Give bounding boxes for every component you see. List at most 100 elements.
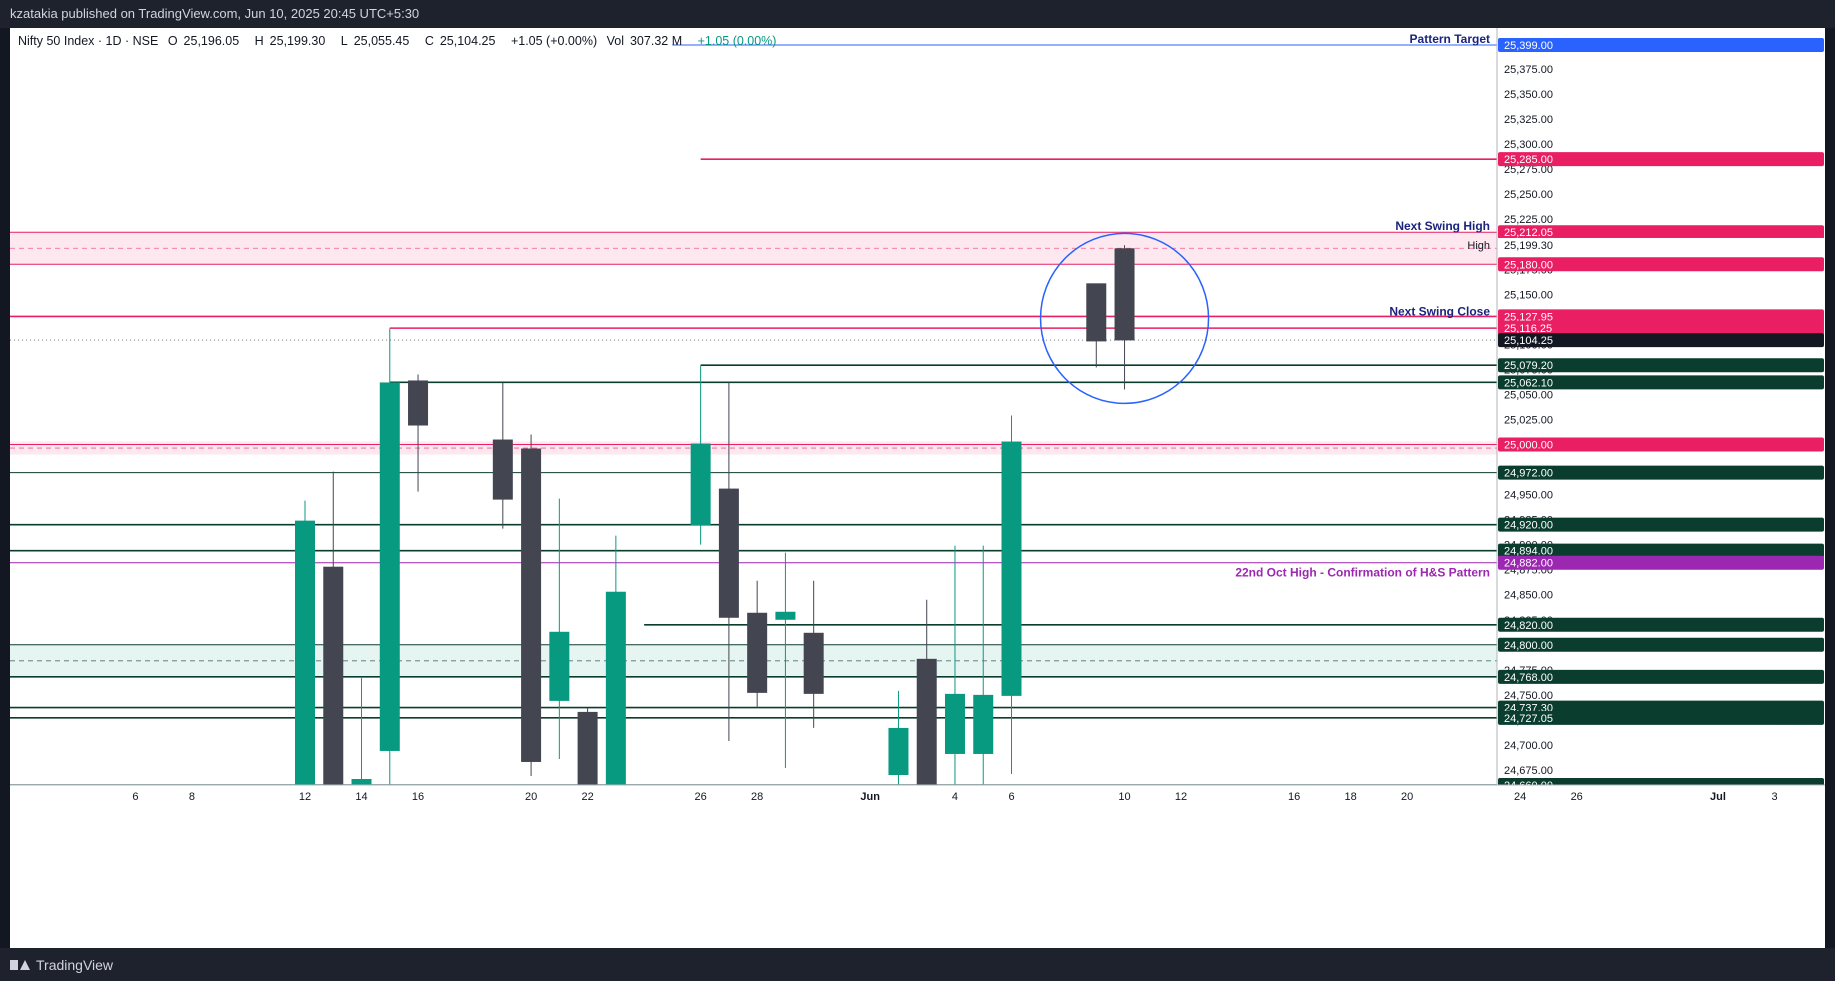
annotation-label: Next Swing High	[1395, 219, 1490, 233]
candle-body	[379, 382, 400, 751]
high-marker-label: High	[1467, 240, 1490, 252]
price-tag	[1498, 555, 1824, 570]
price-tag-label: 25,079.20	[1504, 360, 1553, 372]
price-tag	[1498, 637, 1824, 652]
price-tick-label: 25,275.00	[1504, 164, 1553, 176]
time-tick-label: 4	[952, 791, 958, 803]
annotations-layer: Pattern Target Next Swing High Next Swing …	[1235, 32, 1490, 580]
brand-name: TradingView	[36, 957, 114, 973]
price-tag	[1498, 543, 1824, 558]
time-tick-label: 26	[695, 791, 707, 803]
price-tag-label: 25,104.25	[1504, 335, 1553, 347]
price-tag	[1498, 333, 1824, 348]
price-tag	[1498, 152, 1824, 167]
publish-header: kzatakia published on TradingView.com, J…	[0, 0, 1835, 28]
candle-body	[944, 693, 965, 754]
open-label: O	[167, 34, 178, 48]
time-tick-label: 12	[1175, 791, 1187, 803]
price-tag-label: 25,000.00	[1504, 440, 1553, 452]
high-tag-label: 25,199.30	[1504, 240, 1553, 252]
price-tag-label: 25,127.95	[1504, 311, 1553, 323]
price-tick-label: 25,225.00	[1504, 214, 1553, 226]
low-value: 25,055.45	[353, 34, 410, 48]
price-tick-label: 25,300.00	[1504, 139, 1553, 151]
zones-layer	[10, 232, 1497, 677]
time-tick-label: 3	[1771, 791, 1777, 803]
price-tag	[1498, 321, 1824, 336]
levels-layer	[10, 44, 1497, 786]
highlight-circle	[1039, 232, 1210, 405]
annotation-label: Next Swing Close	[1389, 304, 1490, 318]
price-tag-label: 24,894.00	[1504, 546, 1553, 558]
price-tag	[1498, 358, 1824, 373]
time-tick-label: Jul	[1710, 791, 1726, 803]
high-tag	[1498, 237, 1824, 252]
time-tick-label: 16	[1288, 791, 1300, 803]
price-tick-label: 24,675.00	[1504, 765, 1553, 777]
price-tag	[1498, 225, 1824, 240]
time-tick-label: 20	[525, 791, 537, 803]
volume-change: +1.05 (0.00%)	[697, 34, 777, 48]
price-tick-label: 25,150.00	[1504, 289, 1553, 301]
annotation-label: 22nd Oct High - Confirmation of H&S Patt…	[1235, 566, 1490, 580]
price-tag	[1498, 257, 1824, 272]
price-tag-label: 24,800.00	[1504, 640, 1553, 652]
time-tick-label: 14	[355, 791, 367, 803]
time-tick-label: 16	[412, 791, 424, 803]
candle-body	[549, 631, 570, 701]
time-tick-label: 20	[1401, 791, 1413, 803]
high-value: 25,199.30	[269, 34, 326, 48]
price-tick-label: 24,700.00	[1504, 740, 1553, 752]
candle-body	[1001, 441, 1022, 696]
time-tick-label: 6	[1008, 791, 1014, 803]
close-value: 25,104.25	[439, 34, 496, 48]
change-value: +1.05 (+0.00%)	[510, 34, 598, 48]
price-tag-label: 25,116.25	[1504, 323, 1552, 335]
candle-body	[803, 632, 824, 694]
price-tick-label: 25,375.00	[1504, 64, 1553, 76]
time-tick-label: 8	[189, 791, 195, 803]
candle-body	[408, 380, 429, 426]
footer-bar: TradingView	[0, 948, 1835, 981]
price-tag-label: 25,285.00	[1504, 154, 1553, 166]
price-tick-label: 25,050.00	[1504, 389, 1553, 401]
price-tag-label: 24,882.00	[1504, 558, 1553, 570]
time-tick-label: 10	[1118, 791, 1130, 803]
time-tick-label: 28	[751, 791, 763, 803]
price-tick-label: 24,950.00	[1504, 490, 1553, 502]
time-axis-bg	[10, 785, 1825, 948]
price-tag	[1498, 375, 1824, 390]
price-tag-label: 24,972.00	[1504, 468, 1553, 480]
price-tag	[1498, 309, 1824, 324]
price-tick-label: 25,250.00	[1504, 189, 1553, 201]
highlight-layer	[1039, 232, 1210, 405]
candle-body	[1086, 283, 1107, 342]
candle-body	[747, 612, 768, 693]
candle-body	[973, 694, 994, 754]
price-tag	[1498, 710, 1824, 725]
price-tick-label: 24,750.00	[1504, 690, 1553, 702]
volume-value: 307.32 M	[629, 34, 683, 48]
time-axis: 28May6812141620222628Jun4610121618202426…	[0, 784, 1825, 948]
price-tag-label: 25,062.10	[1504, 377, 1553, 389]
price-tag	[1498, 617, 1824, 632]
tradingview-logo[interactable]: TradingView	[10, 957, 113, 973]
high-label: H	[254, 34, 264, 48]
candle-body	[605, 591, 626, 806]
price-tag-label: 25,180.00	[1504, 259, 1553, 271]
price-tag-label: 24,920.00	[1504, 520, 1553, 532]
candle-body	[888, 727, 909, 775]
price-axis: 24,675.0024,700.0024,725.0024,750.0024,7…	[1496, 28, 1825, 948]
price-tag	[1498, 437, 1824, 452]
price-chart[interactable]: Pattern Target Next Swing High Next Swing …	[0, 28, 1825, 981]
candle-body	[1114, 248, 1135, 341]
time-tick-label: 24	[1514, 791, 1526, 803]
price-tag-label: 24,768.00	[1504, 672, 1553, 684]
annotation-label: Pattern Target	[1410, 32, 1490, 46]
symbol-legend: Nifty 50 Index · 1D · NSE O 25,196.05 H 25…	[18, 34, 782, 48]
price-tick-label: 25,025.00	[1504, 415, 1553, 427]
time-tick-label: 26	[1571, 791, 1583, 803]
price-tick-label: 25,350.00	[1504, 89, 1553, 101]
tradingview-logo-icon	[10, 959, 30, 971]
symbol-name[interactable]: Nifty 50 Index · 1D · NSE	[18, 34, 159, 48]
